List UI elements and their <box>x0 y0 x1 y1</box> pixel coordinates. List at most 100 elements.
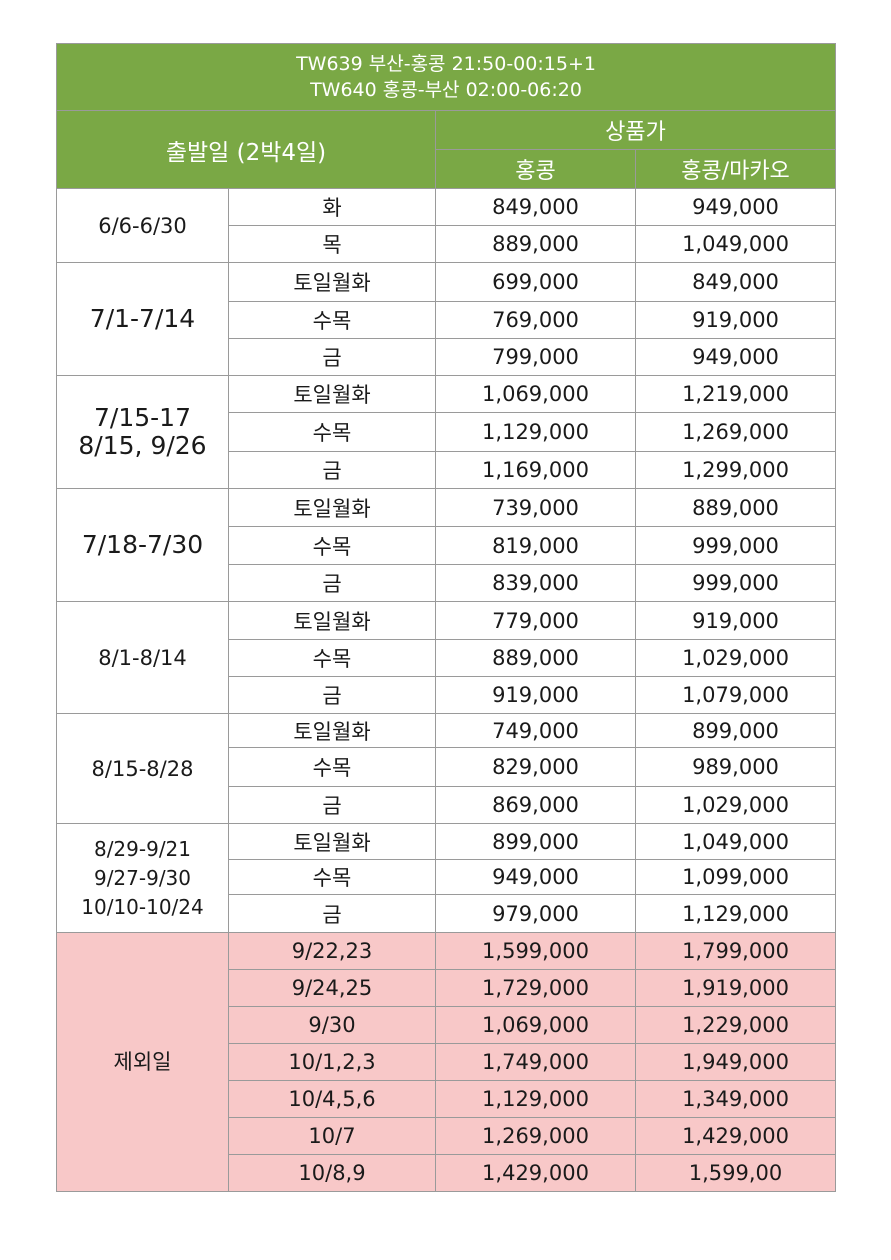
table-row: 7/15-17 8/15, 9/26 토일월화 1,069,000 1,219,000 <box>56 375 837 489</box>
hongkong-price-cell: 1,129,000 <box>435 412 636 452</box>
day-cell: 토일월화 <box>228 713 436 748</box>
hongkong-price-cell: 819,000 <box>435 526 636 565</box>
day-cell: 토일월화 <box>228 601 436 640</box>
hongkong-macau-price-cell: 889,000 <box>634 488 837 527</box>
table-row: 6/6-6/30 화 849,000 949,000 <box>56 188 837 263</box>
period-line: 8/1-8/14 <box>98 645 187 670</box>
hongkong-price-cell: 889,000 <box>435 639 636 677</box>
excluded-date-cell: 9/30 <box>228 1006 436 1044</box>
day-cell: 수목 <box>228 747 436 787</box>
day-cell: 수목 <box>228 639 436 677</box>
hongkong-price-cell: 1,599,000 <box>435 932 636 970</box>
hongkong-macau-price-cell: 999,000 <box>634 526 837 565</box>
hongkong-macau-price-cell: 1,919,000 <box>634 969 837 1007</box>
day-cell: 금 <box>228 894 436 933</box>
hongkong-macau-price-cell: 999,000 <box>634 564 837 602</box>
hongkong-price-cell: 1,069,000 <box>435 1006 636 1044</box>
hongkong-price-cell: 899,000 <box>435 823 636 860</box>
excluded-date-cell: 10/1,2,3 <box>228 1043 436 1081</box>
departure-date-header: 출발일 (2박4일) <box>56 110 436 189</box>
table-row: 금 799,000 949,000 <box>57 338 837 376</box>
hongkong-macau-price-cell: 989,000 <box>634 747 837 787</box>
excluded-date-cell: 10/4,5,6 <box>228 1080 436 1118</box>
hongkong-macau-price-cell: 919,000 <box>634 601 837 640</box>
hongkong-macau-price-cell: 949,000 <box>634 338 837 376</box>
excluded-row: 9/30 1,069,000 1,229,000 <box>57 1006 837 1044</box>
day-cell: 수목 <box>228 859 436 895</box>
hongkong-macau-price-cell: 1,229,000 <box>634 1006 837 1044</box>
hongkong-price-cell: 749,000 <box>435 713 636 748</box>
excluded-label-cell: 제외일 <box>56 932 229 1192</box>
hongkong-price-cell: 919,000 <box>435 676 636 714</box>
hongkong-macau-price-cell: 1,349,000 <box>634 1080 837 1118</box>
hongkong-macau-price-cell: 1,429,000 <box>634 1117 837 1155</box>
hongkong-macau-price-cell: 1,099,000 <box>634 859 837 895</box>
price-table: TW639 부산-홍콩 21:50-00:15+1 TW640 홍콩-부산 02… <box>55 43 837 1192</box>
day-cell: 금 <box>228 564 436 602</box>
product-price-header: 상품가 <box>434 110 837 150</box>
day-cell: 토일월화 <box>228 823 436 860</box>
price-body: 6/6-6/30 화 849,000 949,000 목 889,000 1,049,000… <box>56 188 837 1192</box>
hongkong-price-cell: 1,749,000 <box>435 1043 636 1081</box>
flight-line-outbound: TW639 부산-홍콩 21:50-00:15+1 <box>296 53 596 75</box>
hongkong-price-cell: 839,000 <box>435 564 636 602</box>
period-line: 8/15, 9/26 <box>78 431 207 460</box>
day-cell: 토일월화 <box>228 262 436 302</box>
table-row: 금 979,000 1,129,000 <box>57 894 837 933</box>
table-header: TW639 부산-홍콩 21:50-00:15+1 TW640 홍콩-부산 02… <box>55 43 837 189</box>
hongkong-price-cell: 889,000 <box>435 225 636 263</box>
hongkong-macau-price-cell: 1,269,000 <box>634 412 837 452</box>
day-cell: 금 <box>228 676 436 714</box>
excluded-row: 10/8,9 1,429,000 1,599,00 <box>57 1154 837 1192</box>
hongkong-price-cell: 779,000 <box>435 601 636 640</box>
period-cell: 7/18-7/30 <box>56 488 229 602</box>
hongkong-price-cell: 1,269,000 <box>435 1117 636 1155</box>
table-row: 8/1-8/14 토일월화 779,000 919,000 <box>56 601 837 714</box>
flight-info-cell: TW639 부산-홍콩 21:50-00:15+1 TW640 홍콩-부산 02… <box>55 43 837 111</box>
excluded-date-cell: 10/7 <box>228 1117 436 1155</box>
hongkong-price-cell: 699,000 <box>435 262 636 302</box>
period-line: 7/18-7/30 <box>81 530 204 559</box>
hongkong-macau-price-cell: 849,000 <box>634 262 837 302</box>
hongkong-macau-price-cell: 1,299,000 <box>634 451 837 489</box>
hongkong-macau-price-cell: 1,219,000 <box>634 375 837 413</box>
excluded-row: 9/24,25 1,729,000 1,919,000 <box>57 969 837 1007</box>
day-cell: 수목 <box>228 301 436 339</box>
day-cell: 토일월화 <box>228 375 436 413</box>
day-cell: 금 <box>228 451 436 489</box>
day-cell: 금 <box>228 338 436 376</box>
excluded-date-cell: 10/8,9 <box>228 1154 436 1192</box>
table-row: 수목 1,129,000 1,269,000 <box>57 412 837 452</box>
period-line: 9/27-9/30 <box>93 865 192 890</box>
table-row: 금 1,169,000 1,299,000 <box>57 451 837 489</box>
table-row: 수목 889,000 1,029,000 <box>57 639 837 677</box>
period-cell: 8/15-8/28 <box>56 713 229 824</box>
hongkong-macau-price-cell: 919,000 <box>634 301 837 339</box>
period-line: 6/6-6/30 <box>98 213 187 238</box>
day-cell: 화 <box>228 188 436 226</box>
period-cell: 8/29-9/21 9/27-9/30 10/10-10/24 <box>56 823 229 933</box>
hongkong-price-cell: 1,169,000 <box>435 451 636 489</box>
table-row: 7/1-7/14 토일월화 699,000 849,000 <box>56 262 837 376</box>
period-cell: 7/15-17 8/15, 9/26 <box>56 375 229 489</box>
hongkong-macau-price-cell: 1,029,000 <box>634 786 837 824</box>
table-row: 8/15-8/28 토일월화 749,000 899,000 <box>56 713 837 824</box>
hongkong-price-cell: 1,429,000 <box>435 1154 636 1192</box>
flight-line-return: TW640 홍콩-부산 02:00-06:20 <box>310 79 582 101</box>
hongkong-price-cell: 1,729,000 <box>435 969 636 1007</box>
hongkong-macau-price-cell: 1,049,000 <box>634 225 837 263</box>
hongkong-price-cell: 829,000 <box>435 747 636 787</box>
table-row: 수목 819,000 999,000 <box>57 526 837 565</box>
hongkong-price-cell: 849,000 <box>435 188 636 226</box>
day-cell: 목 <box>228 225 436 263</box>
hongkong-price-cell: 949,000 <box>435 859 636 895</box>
day-cell: 토일월화 <box>228 488 436 527</box>
period-line: 7/1-7/14 <box>89 304 196 333</box>
hongkong-column-header: 홍콩 <box>435 149 636 189</box>
hongkong-macau-price-cell: 1,949,000 <box>634 1043 837 1081</box>
day-cell: 금 <box>228 786 436 824</box>
hongkong-price-cell: 1,129,000 <box>435 1080 636 1118</box>
table-row: 7/18-7/30 토일월화 739,000 889,000 <box>56 488 837 602</box>
period-cell: 7/1-7/14 <box>56 262 229 376</box>
hongkong-macau-price-cell: 1,079,000 <box>634 676 837 714</box>
